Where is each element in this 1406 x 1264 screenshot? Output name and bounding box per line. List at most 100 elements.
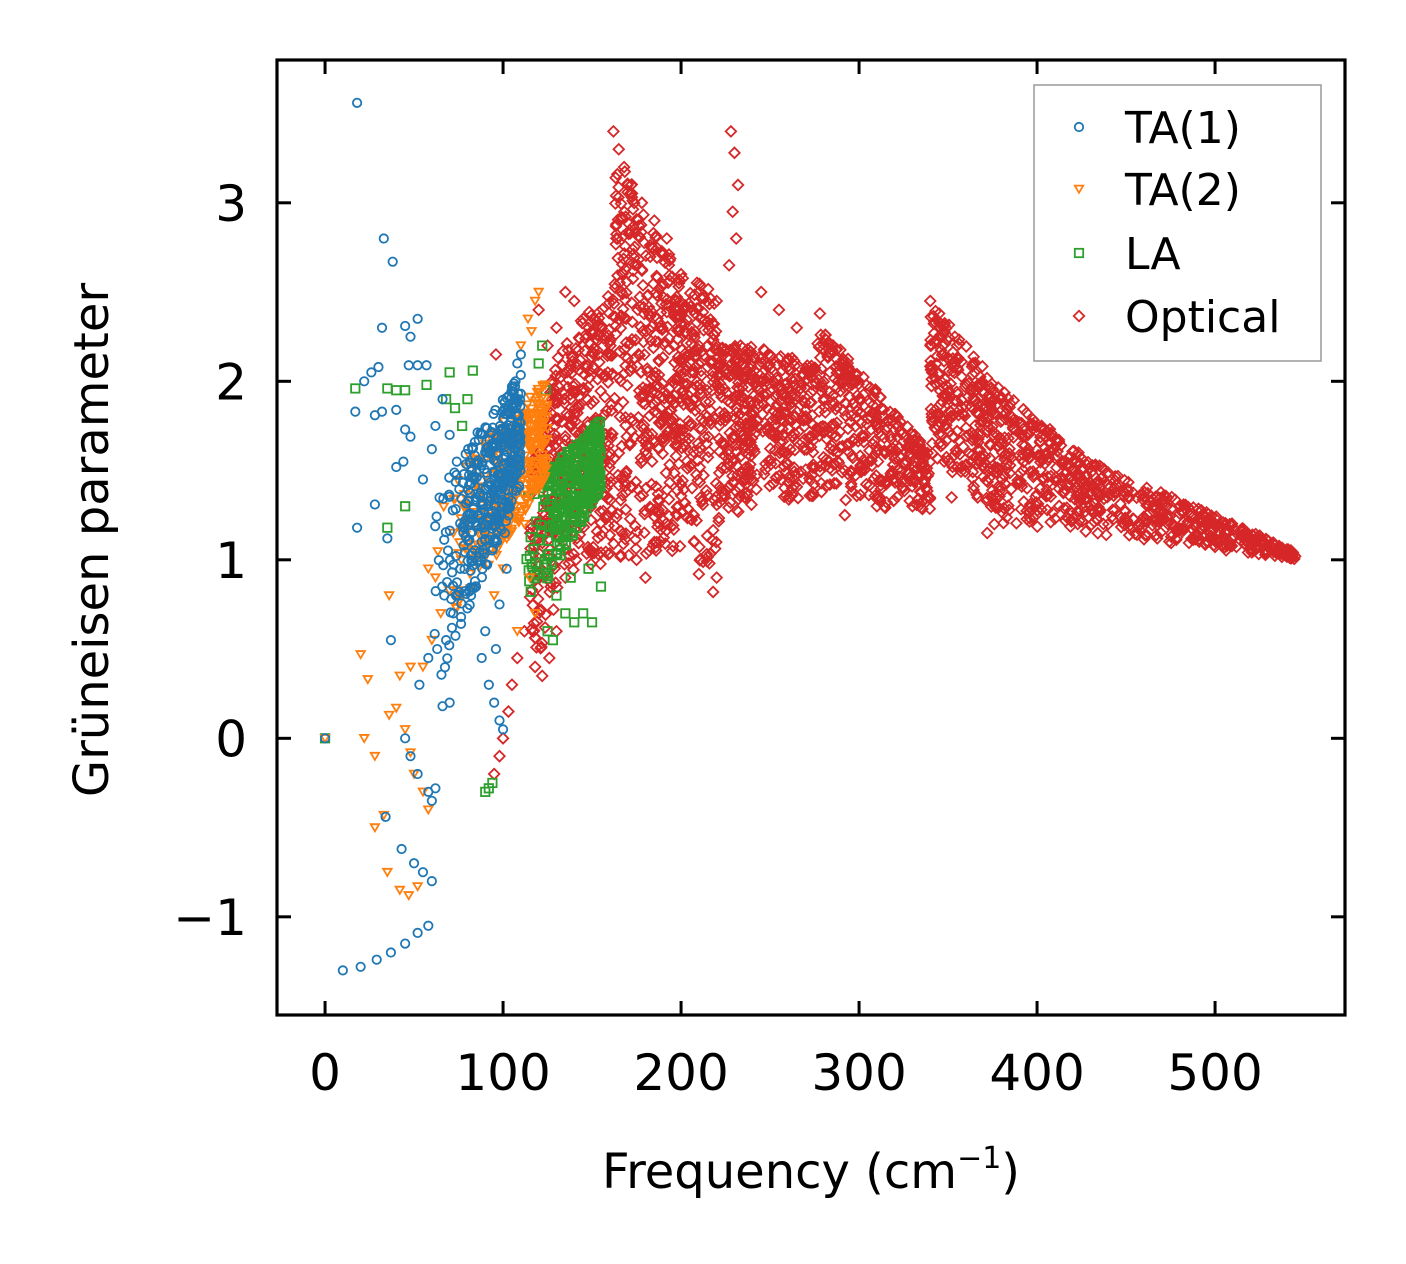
- data-point-optical: [917, 477, 931, 491]
- data-point-optical: [632, 384, 646, 398]
- data-point-optical: [676, 376, 690, 391]
- data-point-optical: [631, 410, 645, 424]
- data-point-ta-1: [444, 491, 455, 502]
- data-point-optical: [785, 384, 799, 398]
- data-point-optical: [985, 483, 999, 497]
- data-point-optical: [764, 385, 778, 399]
- data-point-optical: [657, 247, 671, 261]
- data-point-optical: [599, 404, 613, 418]
- data-point-ta-2: [362, 675, 374, 685]
- data-point-optical: [958, 380, 972, 394]
- data-point-optical: [928, 371, 942, 385]
- data-point-ta-2: [529, 296, 541, 307]
- data-point-ta-1: [403, 360, 414, 371]
- data-point-optical: [619, 336, 633, 350]
- data-point-optical: [653, 321, 667, 335]
- data-point-ta-1: [485, 427, 497, 439]
- data-point-ta-2: [522, 416, 534, 427]
- data-point-optical: [1073, 456, 1087, 470]
- data-point-optical: [1087, 515, 1101, 529]
- data-point-ta-1: [371, 954, 382, 965]
- data-point-optical: [662, 254, 676, 268]
- data-point-optical: [831, 454, 845, 468]
- data-point-optical: [558, 433, 572, 447]
- data-point-ta-1: [475, 475, 486, 486]
- data-point-optical: [704, 291, 718, 305]
- data-point-optical: [727, 346, 741, 360]
- data-point-optical: [626, 414, 640, 428]
- data-point-optical: [1253, 529, 1267, 543]
- data-point-optical: [535, 536, 549, 550]
- data-point-optical: [797, 443, 812, 457]
- data-point-la: [563, 446, 574, 457]
- data-point-ta-1: [515, 369, 526, 381]
- data-point-optical: [722, 258, 736, 272]
- data-point-optical: [701, 315, 715, 329]
- data-point-ta-2: [383, 710, 395, 721]
- data-point-ta-2: [521, 409, 533, 420]
- data-point-optical: [630, 553, 644, 567]
- data-point-optical: [965, 360, 979, 374]
- data-point-optical: [725, 469, 740, 483]
- data-point-ta-2: [422, 805, 435, 816]
- data-point-optical: [558, 571, 572, 585]
- data-point-optical: [713, 359, 727, 373]
- data-point-optical: [710, 571, 724, 585]
- data-point-optical: [642, 300, 656, 314]
- data-point-optical: [803, 365, 817, 379]
- data-point-ta-1: [490, 441, 501, 453]
- x-tick-label: 400: [989, 1044, 1084, 1102]
- data-point-ta-2: [432, 547, 444, 558]
- data-point-optical: [999, 448, 1013, 462]
- data-point-optical: [833, 384, 847, 398]
- data-point-optical: [708, 542, 722, 556]
- data-point-optical: [880, 413, 894, 427]
- data-point-optical: [980, 371, 994, 385]
- data-point-optical: [1039, 489, 1053, 503]
- data-point-ta-1: [417, 867, 429, 878]
- data-point-optical: [489, 348, 503, 362]
- data-point-optical: [530, 615, 544, 629]
- data-point-optical: [713, 386, 727, 401]
- data-point-optical: [677, 302, 691, 316]
- data-point-optical: [652, 380, 666, 394]
- data-point-ta-1: [373, 361, 384, 373]
- data-point-optical: [842, 389, 856, 403]
- data-point-optical: [995, 472, 1009, 486]
- data-point-optical: [721, 452, 735, 466]
- data-point-optical: [762, 369, 776, 383]
- data-point-optical: [593, 505, 607, 519]
- data-point-optical: [857, 435, 871, 449]
- x-tick-label: 0: [309, 1044, 341, 1102]
- data-point-optical: [1208, 534, 1222, 548]
- data-point-optical: [1020, 481, 1034, 495]
- data-point-optical: [628, 258, 642, 272]
- data-point-optical: [687, 445, 701, 459]
- data-point-optical: [706, 585, 720, 599]
- data-point-optical: [632, 219, 646, 233]
- data-point-optical: [757, 342, 771, 357]
- data-point-optical: [1153, 502, 1168, 516]
- data-point-optical: [818, 328, 832, 342]
- data-point-optical: [880, 495, 894, 509]
- data-point-optical: [782, 490, 796, 504]
- data-point-optical: [1079, 524, 1093, 538]
- data-point-optical: [735, 390, 749, 404]
- data-point-optical: [584, 557, 598, 571]
- data-point-optical: [662, 492, 676, 506]
- data-point-optical: [1149, 528, 1163, 542]
- data-point-la: [589, 420, 601, 431]
- data-point-optical: [965, 455, 979, 469]
- data-point-optical: [636, 454, 650, 468]
- data-point-ta-1: [451, 469, 462, 481]
- data-point-optical: [697, 430, 711, 444]
- data-point-optical: [531, 592, 545, 606]
- data-point-optical: [829, 476, 843, 491]
- data-point-optical: [684, 458, 698, 472]
- data-point-optical: [804, 386, 818, 400]
- data-point-optical: [995, 413, 1009, 427]
- data-point-ta-2: [528, 427, 541, 438]
- data-point-optical: [647, 214, 661, 228]
- data-point-optical: [780, 382, 794, 396]
- data-point-optical: [703, 403, 717, 417]
